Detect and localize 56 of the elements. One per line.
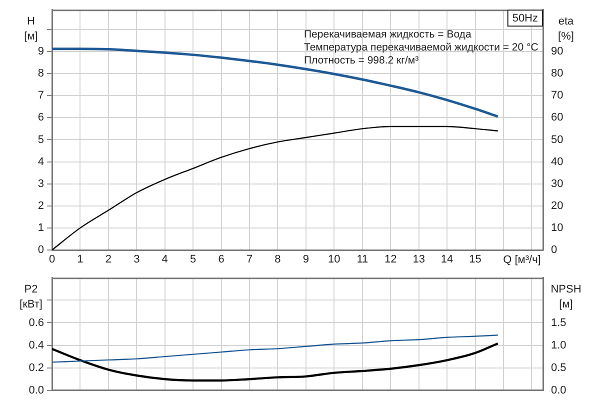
y2-axis-title: eta [%] xyxy=(558,16,575,43)
x-tick-label: 8 xyxy=(274,254,281,266)
y2-tick-label: 90 xyxy=(551,46,564,58)
x-tick-label: 15 xyxy=(469,254,482,266)
y2-tick-label: 1.0 xyxy=(551,339,566,352)
x-tick-label: 9 xyxy=(302,254,310,266)
y-tick-label: 4 xyxy=(38,156,44,168)
x-tick-label: 1 xyxy=(77,254,84,266)
y-tick-label: 3 xyxy=(38,178,44,190)
chart-title: 50Hz xyxy=(512,12,538,25)
y2-tick-label: 30 xyxy=(551,178,564,190)
x-tick-label: 12 xyxy=(384,254,397,266)
y-tick-label: 0.2 xyxy=(28,362,44,374)
x-tick-label: 6 xyxy=(218,254,224,266)
y2-tick-label: 70 xyxy=(551,90,564,102)
x-tick-label: 11 xyxy=(356,254,368,266)
y-tick-label: 7 xyxy=(38,90,44,102)
y-tick-label: 0 xyxy=(38,244,44,256)
y2-tick-label: 0 xyxy=(551,244,558,256)
x-tick-label: 4 xyxy=(162,254,168,266)
x-tick-label: 10 xyxy=(328,254,340,266)
y2-tick-label: 60 xyxy=(551,112,564,124)
x-tick-label: 0 xyxy=(48,254,56,266)
y-tick-label: 0.6 xyxy=(28,316,44,329)
y-tick-label: 6 xyxy=(38,112,44,124)
y2-tick-label: 20 xyxy=(551,200,564,212)
y2-tick-label: 1.5 xyxy=(551,316,566,329)
y-tick-label: 5 xyxy=(38,134,44,146)
annotation: Температура перекачиваемой жидкости = 20 °C xyxy=(304,41,539,54)
y2-tick-label: 0.5 xyxy=(551,362,566,374)
annotation: Перекачиваемая жидкость = Вода xyxy=(304,28,472,40)
x-tick-label: 3 xyxy=(134,254,140,266)
y2-tick-label: 80 xyxy=(551,68,564,80)
y-tick-label: 0.0 xyxy=(28,384,44,396)
line-series xyxy=(52,126,498,250)
x-tick-label: 14 xyxy=(440,254,454,266)
x-axis-title: Q [м³/ч] xyxy=(503,254,541,266)
x-tick-label: 2 xyxy=(105,254,112,266)
y-tick-label: 9 xyxy=(38,46,44,58)
y2-tick-label: 10 xyxy=(551,222,564,234)
x-tick-label: 13 xyxy=(412,254,425,266)
x-tick-label: 7 xyxy=(246,254,253,266)
y-tick-label: 8 xyxy=(38,68,44,80)
y2-axis-title: NPSH [м] xyxy=(550,284,582,311)
y2-tick-label: 50 xyxy=(551,134,564,146)
annotation: Плотность = 998.2 кг/м³ xyxy=(304,54,420,66)
y-tick-label: 1 xyxy=(38,222,44,234)
y2-tick-label: 0.0 xyxy=(551,384,566,396)
y-axis-title: H [м] xyxy=(24,16,38,43)
y-tick-label: 0.4 xyxy=(28,339,44,352)
x-tick-label: 5 xyxy=(190,254,196,266)
line-series xyxy=(52,334,498,363)
y2-tick-label: 40 xyxy=(551,156,564,168)
line-series xyxy=(52,342,499,382)
y-tick-label: 2 xyxy=(38,200,44,212)
y-axis-title: P2 [кВт] xyxy=(20,284,42,311)
